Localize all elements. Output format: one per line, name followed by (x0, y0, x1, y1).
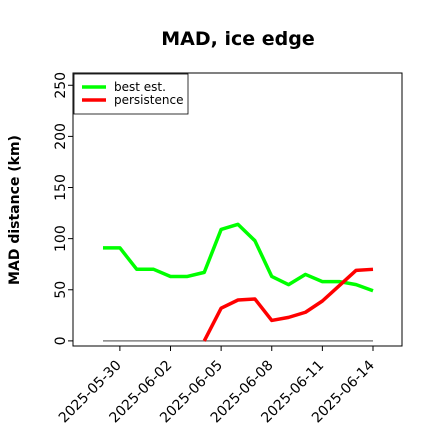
y-tick-label: 100 (53, 225, 69, 252)
legend-label: persistence (114, 93, 183, 107)
plot-layer: 0501001502002502025-05-302025-06-022025-… (53, 72, 403, 426)
legend: best est.persistence (73, 73, 189, 115)
plot-frame (72, 72, 403, 347)
y-tick-label: 250 (53, 72, 69, 99)
chart-title: MAD, ice edge (161, 28, 314, 50)
y-tick-label: 50 (53, 281, 69, 299)
y-tick-label: 150 (53, 174, 69, 201)
y-tick-label: 200 (53, 123, 69, 150)
y-axis-label: MAD distance (km) (7, 135, 23, 285)
series-line-best-est- (103, 222, 374, 293)
series-line-persistence (202, 267, 374, 342)
legend-label: best est. (114, 80, 166, 94)
legend-box (73, 73, 189, 115)
y-tick-label: 0 (53, 336, 69, 345)
